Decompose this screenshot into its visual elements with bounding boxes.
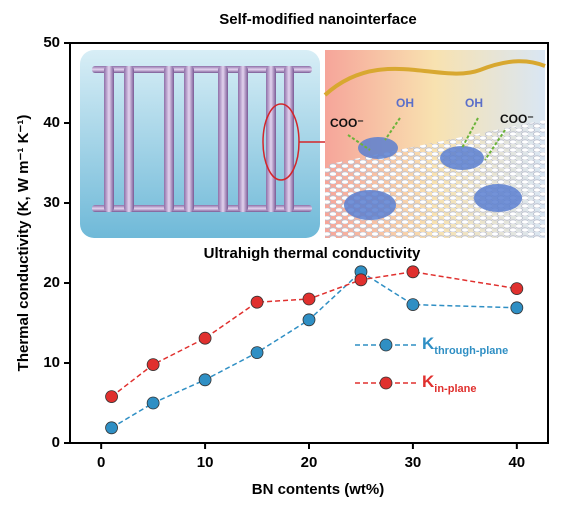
legend-name: K bbox=[422, 334, 435, 353]
data-point bbox=[406, 298, 420, 312]
data-point bbox=[105, 390, 118, 404]
data-point bbox=[105, 421, 118, 435]
data-point bbox=[354, 273, 368, 287]
chart-title: Self-modified nanointerface bbox=[219, 11, 417, 28]
y-tick-label: 30 bbox=[43, 194, 60, 211]
data-point bbox=[250, 295, 264, 309]
data-point bbox=[250, 346, 264, 360]
legend-subscript: through-plane bbox=[434, 345, 508, 357]
data-point bbox=[198, 373, 212, 387]
legend-label: Kthrough-plane bbox=[422, 334, 508, 356]
data-point bbox=[510, 301, 524, 315]
data-point bbox=[146, 396, 160, 410]
x-tick-label: 30 bbox=[405, 454, 422, 471]
x-tick-label: 0 bbox=[97, 454, 105, 471]
data-point bbox=[302, 313, 316, 327]
data-point bbox=[406, 265, 420, 279]
legend-label: Kin-plane bbox=[422, 372, 476, 394]
series-line bbox=[111, 271, 517, 398]
interface-illustration bbox=[323, 50, 546, 238]
x-tick-label: 40 bbox=[508, 454, 525, 471]
y-tick-label: 0 bbox=[52, 434, 60, 451]
group-label: OH bbox=[396, 96, 414, 110]
data-point bbox=[302, 292, 316, 306]
data-point bbox=[146, 358, 160, 372]
y-tick-label: 40 bbox=[43, 114, 60, 131]
data-point bbox=[510, 282, 524, 296]
y-axis-label: Thermal conductivity (K, W m⁻¹ K⁻¹) bbox=[15, 115, 32, 372]
legend-name: K bbox=[422, 372, 435, 391]
y-tick-label: 20 bbox=[43, 274, 60, 291]
y-tick-label: 10 bbox=[43, 354, 60, 371]
y-tick-label: 50 bbox=[43, 34, 60, 51]
group-label: COO⁻ bbox=[330, 116, 364, 130]
legend-marker bbox=[379, 338, 393, 352]
x-tick-label: 10 bbox=[197, 454, 214, 471]
x-axis-label: BN contents (wt%) bbox=[252, 481, 385, 498]
legend-marker bbox=[379, 376, 393, 390]
group-label: COO⁻ bbox=[500, 112, 534, 126]
annotation: Ultrahigh thermal conductivity bbox=[204, 245, 421, 262]
x-tick-label: 20 bbox=[301, 454, 318, 471]
data-point bbox=[198, 331, 212, 345]
legend-subscript: in-plane bbox=[434, 383, 476, 395]
ladder-illustration bbox=[80, 50, 337, 238]
group-label: OH bbox=[465, 96, 483, 110]
series-line bbox=[111, 270, 517, 429]
